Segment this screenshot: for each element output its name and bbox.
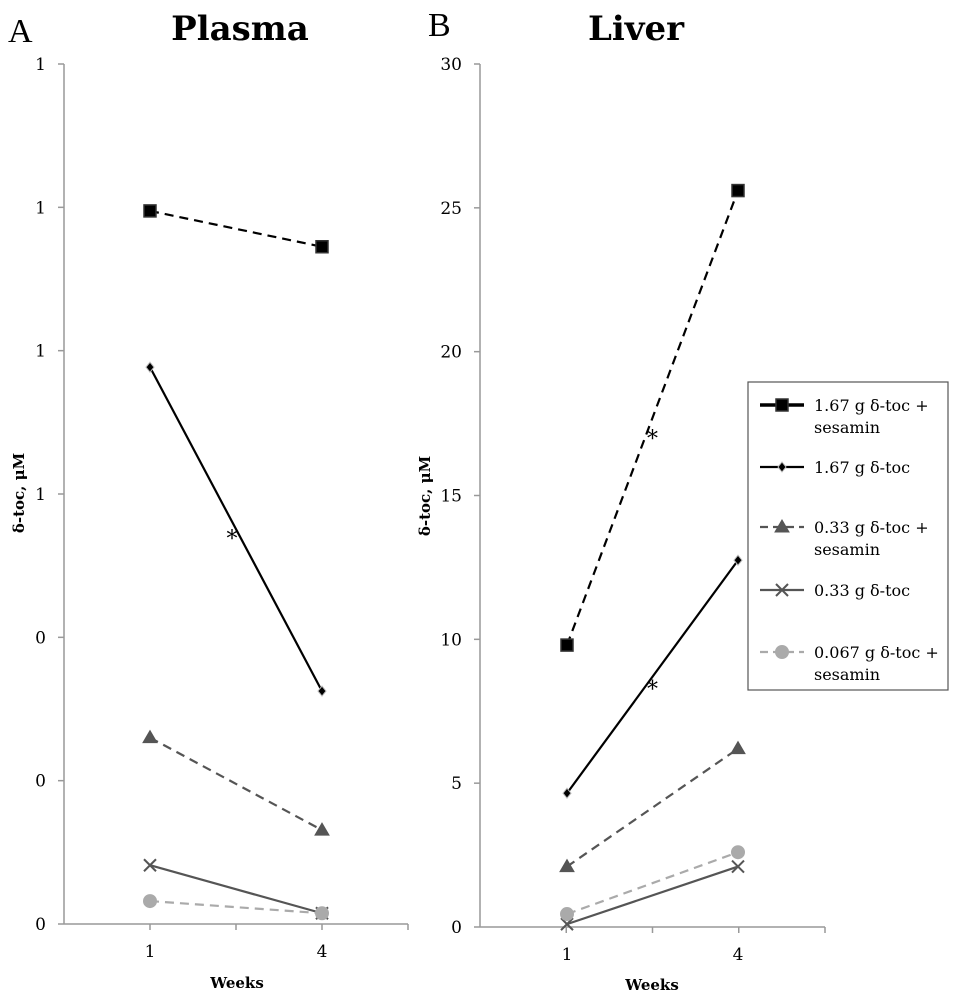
legend-label: 0.33 g δ-toc + — [814, 518, 929, 537]
liver-data-point — [560, 917, 574, 931]
liver-data-point — [560, 907, 574, 922]
plasma-y-tick-label: 1 — [35, 55, 46, 75]
plasma-series-line — [149, 209, 323, 248]
plasma-x-tick-label: 1 — [145, 942, 156, 962]
plasma-data-point — [142, 729, 158, 744]
legend-marker — [774, 519, 790, 533]
liver-data-point — [731, 845, 745, 860]
legend-entry-1: 1.67 g δ-toc + sesamin — [760, 396, 929, 437]
plasma-data-point — [143, 858, 157, 872]
liver-series-line — [566, 559, 739, 794]
legend-entry-4: 0.33 g δ-toc — [760, 581, 910, 600]
plasma-series-2 — [145, 361, 327, 697]
plasma-series-1 — [143, 204, 329, 254]
plasma-series-line — [149, 366, 323, 692]
legend-marker — [775, 645, 789, 659]
legend-marker — [777, 461, 787, 473]
plasma-series-line — [149, 899, 323, 915]
liver-series-4 — [560, 859, 745, 931]
legend-marker — [775, 583, 789, 597]
legend-entry-2: 1.67 g δ-toc — [760, 458, 910, 477]
liver-series-1 — [560, 183, 745, 652]
liver-data-point — [733, 554, 743, 567]
liver-y-tick-label: 25 — [440, 199, 462, 219]
liver-x-tick-label: 4 — [733, 945, 744, 965]
legend-marker-stroke-2 — [775, 583, 789, 597]
panel-b-xlabel: Weeks — [624, 976, 679, 994]
plasma-y-tick-label: 0 — [35, 628, 46, 648]
plasma-significance-asterisk: * — [227, 527, 238, 552]
liver-series-line — [566, 747, 739, 868]
plasma-y-tick-label: 0 — [35, 772, 46, 792]
legend-label: sesamin — [814, 540, 880, 559]
plasma-data-point — [317, 685, 327, 697]
legend-label: 0.33 g δ-toc — [814, 581, 910, 600]
liver-data-point — [562, 787, 572, 800]
liver-x-tick-label: 1 — [562, 945, 573, 965]
plasma-y-tick-label: 0 — [35, 915, 46, 935]
liver-data-point — [731, 859, 745, 874]
plasma-series-4 — [143, 858, 329, 920]
liver-series-line — [566, 865, 739, 926]
plasma-data-point — [143, 204, 157, 218]
liver-y-tick-label: 0 — [451, 918, 462, 938]
plasma-x-tick-label: 4 — [317, 942, 328, 962]
liver-series-line — [566, 851, 739, 916]
plasma-data-point — [314, 822, 330, 836]
plasma-series-line — [149, 864, 323, 915]
liver-significance-asterisk: * — [647, 678, 658, 703]
legend-marker — [775, 398, 789, 412]
liver-y-tick-label: 5 — [451, 774, 462, 794]
liver-y-tick-label: 10 — [440, 630, 462, 650]
liver-y-tick-label: 20 — [440, 343, 462, 363]
plasma-y-tick-label: 1 — [35, 342, 46, 362]
plasma-series-line — [149, 736, 323, 832]
liver-significance-asterisk: * — [647, 427, 658, 452]
plasma-data-point — [143, 894, 157, 909]
liver-series-3 — [559, 740, 746, 873]
legend-box — [747, 381, 949, 691]
liver-data-point — [560, 638, 574, 652]
plasma-series-3 — [142, 729, 330, 836]
plasma-series-5 — [143, 894, 329, 921]
legend: 1.67 g δ-toc + sesamin 1.67 g δ-toc 0.33 g … — [747, 381, 949, 691]
plasma-data-point-stroke-2 — [143, 858, 157, 872]
panel-b-title: Liver — [588, 9, 685, 49]
liver-series-5 — [560, 845, 745, 922]
panel-a-letter: A — [8, 13, 33, 50]
panel-a-ylabel: δ-toc, μM — [10, 453, 28, 533]
liver-data-point — [559, 858, 575, 873]
liver-series-2 — [562, 554, 743, 800]
legend-entry-3: 0.33 g δ-toc + sesamin — [760, 518, 929, 559]
plasma-data-point — [315, 240, 329, 254]
panel-b-ylabel: δ-toc, μM — [416, 456, 434, 536]
plot-area-plasma: 0 0 0 1 1 1 1 1 4 * — [35, 55, 409, 962]
legend-label: sesamin — [814, 418, 880, 437]
legend-label: 1.67 g δ-toc + — [814, 396, 929, 415]
legend-entry-5: 0.067 g δ-toc + sesamin — [760, 643, 939, 684]
liver-y-tick-label: 30 — [440, 55, 462, 75]
legend-label: 1.67 g δ-toc — [814, 458, 910, 477]
plasma-y-tick-label: 1 — [35, 198, 46, 218]
plot-area-liver: 0 5 10 15 20 25 30 1 4 * * — [440, 55, 826, 965]
panel-b-letter: B — [428, 7, 451, 44]
plasma-data-point — [315, 906, 329, 921]
liver-data-point-stroke-2 — [560, 917, 574, 931]
liver-series-line — [565, 190, 740, 646]
legend-label: sesamin — [814, 665, 880, 684]
panel-a-xlabel: Weeks — [209, 974, 264, 992]
liver-data-point-stroke-2 — [731, 859, 745, 874]
plasma-data-point — [145, 361, 155, 373]
plasma-y-tick-label: 1 — [35, 485, 46, 505]
liver-y-tick-label: 15 — [440, 487, 462, 507]
liver-data-point — [730, 740, 746, 755]
panel-a-title: Plasma — [171, 9, 309, 49]
liver-data-point — [731, 183, 745, 198]
legend-label: 0.067 g δ-toc + — [814, 643, 939, 662]
